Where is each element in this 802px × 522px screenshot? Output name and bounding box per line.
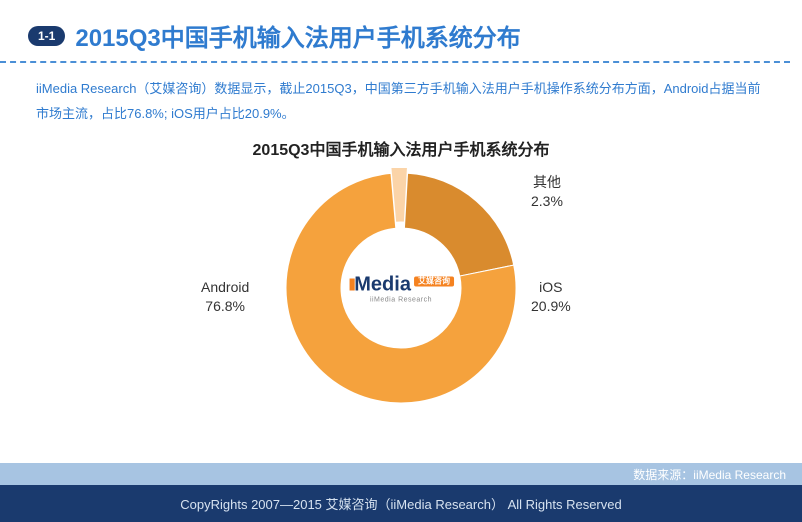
page-title: 2015Q3中国手机输入法用户手机系统分布 [75, 18, 520, 53]
slice-label-Android: Android76.8% [201, 278, 249, 316]
center-logo: ııMedia艾媒咨询 iiMedia Research [348, 273, 454, 304]
section-badge: 1-1 [28, 26, 65, 46]
chart-title: 2015Q3中国手机输入法用户手机系统分布 [0, 136, 802, 160]
chart-area: 2015Q3中国手机输入法用户手机系统分布 ııMedia艾媒咨询 iiMedi… [0, 136, 802, 466]
slice-iOS [404, 174, 513, 277]
logo-sub: iiMedia Research [348, 297, 454, 304]
donut-chart: ııMedia艾媒咨询 iiMedia Research 其他2.3%iOS20… [281, 168, 521, 408]
logo-badge: 艾媒咨询 [414, 276, 454, 286]
header: 1-1 2015Q3中国手机输入法用户手机系统分布 [0, 0, 790, 63]
logo-main: ııMedia艾媒咨询 [348, 273, 454, 295]
description-text: iiMedia Research（艾媒咨询）数据显示，截止2015Q3，中国第三… [0, 63, 802, 132]
footer-copyright: CopyRights 2007—2015 艾媒咨询（iiMedia Resear… [0, 485, 802, 522]
logo-dots-icon: ıı [348, 271, 352, 296]
slice-label-iOS: iOS20.9% [531, 278, 571, 316]
logo-brand: Media [354, 274, 411, 296]
slice-label-其他: 其他2.3% [531, 173, 563, 211]
footer-source: 数据来源：iiMedia Research [0, 463, 802, 486]
